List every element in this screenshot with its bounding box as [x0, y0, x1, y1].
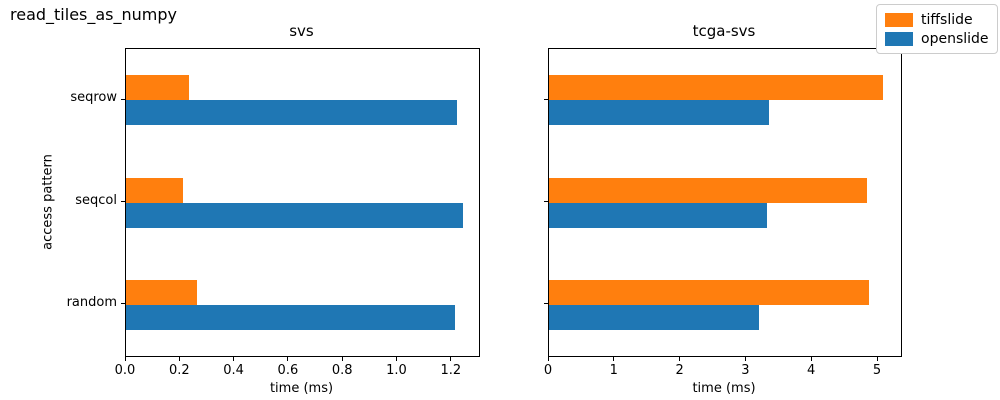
xtick-mark-svs-0.6 [287, 357, 289, 361]
ytick-mark-seqrow [121, 98, 125, 100]
bar-openslide-random [126, 304, 455, 330]
axes-tcga-svs [548, 48, 902, 357]
xtick-mark-tcga-svs-2 [679, 357, 681, 361]
bar-openslide-random [549, 304, 759, 330]
xtick-label-tcga-svs-0: 0 [543, 363, 553, 378]
bar-tiffslide-random [126, 279, 197, 305]
figure-title: read_tiles_as_numpy [10, 5, 178, 24]
xtick-mark-tcga-svs-3 [744, 357, 746, 361]
xtick-label-svs-0.4: 0.4 [223, 363, 244, 378]
ytick-label-seqcol: seqcol [75, 192, 117, 208]
ytick-label-seqrow: seqrow [70, 90, 117, 106]
xtick-label-tcga-svs-5: 5 [872, 363, 882, 378]
legend-label-tiffslide: tiffslide [921, 11, 973, 28]
ytick-mark-seqcol [121, 201, 125, 202]
bar-openslide-seqcol [549, 202, 767, 228]
xtick-mark-tcga-svs-4 [810, 357, 812, 361]
xtick-label-svs-1.0: 1.0 [386, 363, 407, 378]
bar-tiffslide-seqcol [126, 177, 183, 203]
xtick-label-tcga-svs-1: 1 [609, 363, 618, 378]
xtick-label-svs-0.8: 0.8 [331, 363, 353, 378]
bar-tiffslide-seqrow [549, 75, 884, 101]
ytick-mark-seqrow [544, 98, 548, 100]
legend: tiffslide openslide [876, 4, 998, 54]
ytick-label-random: random [66, 294, 117, 310]
bar-tiffslide-random [549, 279, 870, 305]
axes-title-tcga-svs: tcga-svs [692, 22, 756, 40]
yaxis-label: access pattern [40, 153, 56, 250]
bar-tiffslide-seqrow [126, 75, 189, 101]
xtick-mark-svs-0.2 [178, 357, 180, 361]
ytick-mark-seqcol [544, 201, 548, 202]
ytick-mark-random [121, 303, 125, 305]
xtick-mark-tcga-svs-1 [613, 357, 615, 361]
legend-item-openslide: openslide [885, 29, 989, 48]
xtick-label-svs-0.6: 0.6 [277, 363, 299, 378]
bar-openslide-seqrow [549, 100, 769, 126]
bar-openslide-seqcol [126, 202, 463, 228]
legend-label-openslide: openslide [921, 30, 989, 47]
xaxis-label-tcga-svs: time (ms) [692, 381, 756, 396]
xaxis-label-svs: time (ms) [269, 381, 334, 396]
axes-svs [125, 48, 480, 357]
legend-swatch-openslide [885, 31, 913, 46]
bar-openslide-seqrow [126, 100, 458, 126]
xtick-mark-svs-1.2 [450, 357, 452, 361]
xtick-label-svs-0.0: 0.0 [114, 363, 136, 378]
xtick-label-svs-1.2: 1.2 [440, 363, 462, 378]
axes-title-svs: svs [289, 22, 314, 40]
bar-tiffslide-seqcol [549, 177, 868, 203]
xtick-mark-svs-0.0 [124, 357, 126, 361]
xtick-mark-tcga-svs-0 [547, 357, 549, 361]
legend-item-tiffslide: tiffslide [885, 10, 989, 29]
xtick-label-tcga-svs-4: 4 [807, 363, 816, 378]
xtick-mark-svs-0.8 [341, 357, 343, 361]
xtick-label-tcga-svs-3: 3 [741, 363, 750, 378]
xtick-mark-tcga-svs-5 [876, 357, 878, 361]
xtick-label-svs-0.2: 0.2 [168, 363, 190, 378]
xtick-mark-svs-1.0 [396, 357, 397, 361]
ytick-mark-random [544, 303, 548, 305]
xtick-label-tcga-svs-2: 2 [675, 363, 684, 378]
xtick-mark-svs-0.4 [233, 357, 235, 361]
legend-swatch-tiffslide [885, 12, 913, 27]
